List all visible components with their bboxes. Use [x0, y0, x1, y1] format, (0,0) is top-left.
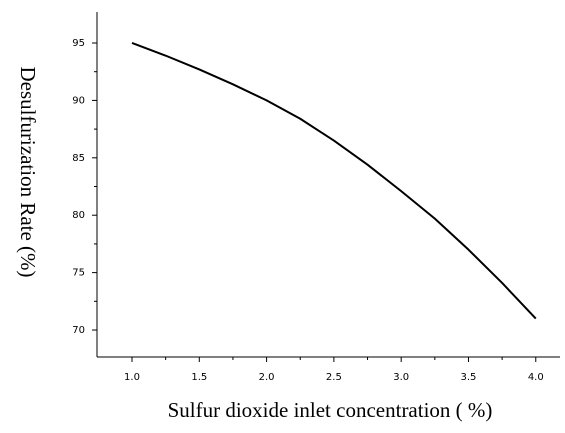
line-series	[131, 42, 537, 320]
y-tick-label: 90	[72, 95, 85, 106]
y-tick-label: 80	[72, 210, 85, 221]
x-tick-label: 2.0	[259, 372, 275, 383]
y-tick-label: 85	[72, 153, 85, 164]
x-tick-label: 3.0	[393, 372, 409, 383]
y-tick-label: 75	[72, 268, 85, 279]
x-tick-label: 2.5	[326, 372, 342, 383]
x-tick-label: 1.5	[191, 372, 207, 383]
x-tick-label: 1.0	[124, 372, 140, 383]
x-axis-label: Sulfur dioxide inlet concentration ( %)	[168, 398, 493, 422]
y-axis-label: Desulfurization Rate (%)	[16, 66, 40, 277]
x-tick-label: 4.0	[528, 372, 544, 383]
y-tick-label: 95	[72, 38, 85, 49]
y-tick-label: 70	[72, 325, 85, 336]
x-tick-label: 3.5	[461, 372, 477, 383]
